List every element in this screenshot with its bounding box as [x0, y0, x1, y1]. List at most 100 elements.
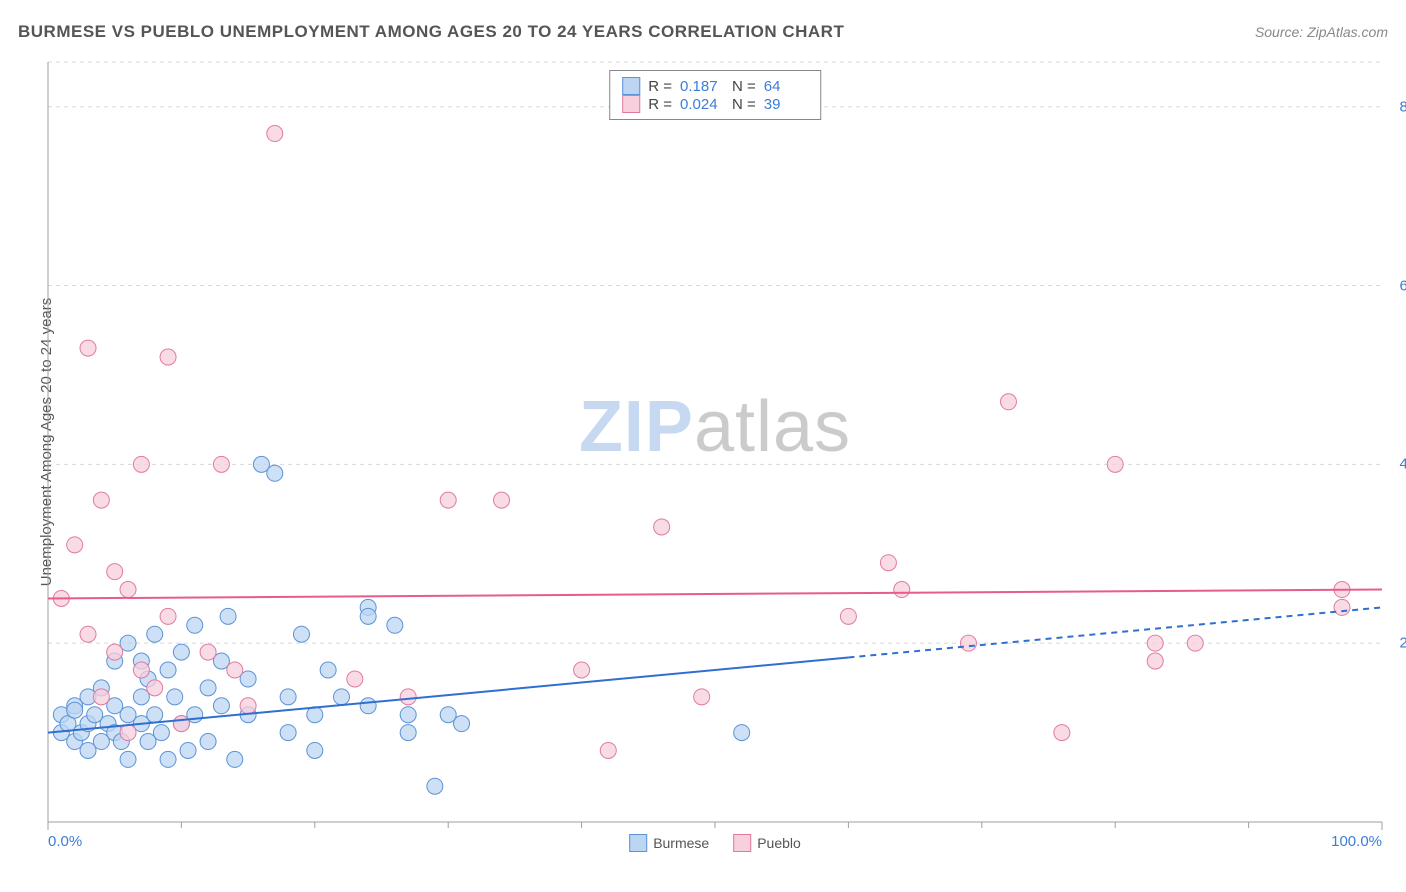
data-point [960, 635, 976, 651]
data-point [200, 734, 216, 750]
data-point [307, 742, 323, 758]
n-label: N = [732, 96, 756, 113]
data-point [360, 698, 376, 714]
data-point [360, 608, 376, 624]
data-point [120, 582, 136, 598]
stats-legend: R = 0.187 N = 64 R = 0.024 N = 39 [609, 70, 821, 120]
data-point [1147, 653, 1163, 669]
trend-line [48, 590, 1382, 599]
chart-title: BURMESE VS PUEBLO UNEMPLOYMENT AMONG AGE… [18, 22, 844, 42]
data-point [160, 349, 176, 365]
data-point [574, 662, 590, 678]
data-point [267, 465, 283, 481]
data-point [387, 617, 403, 633]
data-point [454, 716, 470, 732]
series-legend: Burmese Pueblo [629, 834, 801, 852]
legend-item: Pueblo [733, 834, 801, 852]
data-point [107, 564, 123, 580]
data-point [427, 778, 443, 794]
data-point [160, 662, 176, 678]
data-point [160, 751, 176, 767]
data-point [320, 662, 336, 678]
data-point [173, 644, 189, 660]
data-point [67, 537, 83, 553]
data-point [80, 340, 96, 356]
data-point [400, 725, 416, 741]
source-attribution: Source: ZipAtlas.com [1255, 24, 1388, 40]
header: BURMESE VS PUEBLO UNEMPLOYMENT AMONG AGE… [18, 22, 1388, 42]
data-point [173, 716, 189, 732]
x-tick-label: 0.0% [48, 833, 82, 850]
data-point [840, 608, 856, 624]
n-label: N = [732, 78, 756, 95]
y-tick-label: 60.0% [1399, 277, 1406, 294]
data-point [1000, 394, 1016, 410]
data-point [147, 707, 163, 723]
legend-swatch [622, 77, 640, 95]
data-point [1187, 635, 1203, 651]
data-point [133, 662, 149, 678]
data-point [93, 689, 109, 705]
data-point [654, 519, 670, 535]
n-value: 64 [764, 78, 808, 95]
data-point [120, 751, 136, 767]
data-point [93, 492, 109, 508]
n-value: 39 [764, 96, 808, 113]
data-point [160, 608, 176, 624]
data-point [280, 725, 296, 741]
data-point [120, 725, 136, 741]
data-point [400, 707, 416, 723]
data-point [200, 644, 216, 660]
data-point [1147, 635, 1163, 651]
trend-line-extrapolated [848, 607, 1382, 657]
stats-legend-row: R = 0.024 N = 39 [622, 95, 808, 113]
data-point [600, 742, 616, 758]
stats-legend-row: R = 0.187 N = 64 [622, 77, 808, 95]
data-point [280, 689, 296, 705]
data-point [167, 689, 183, 705]
legend-swatch [622, 95, 640, 113]
data-point [220, 608, 236, 624]
legend-swatch [629, 834, 647, 852]
data-point [147, 680, 163, 696]
data-point [880, 555, 896, 571]
data-point [227, 751, 243, 767]
data-point [133, 456, 149, 472]
legend-label: Pueblo [757, 835, 801, 851]
data-point [400, 689, 416, 705]
y-tick-label: 80.0% [1399, 98, 1406, 115]
y-tick-label: 40.0% [1399, 456, 1406, 473]
data-point [440, 492, 456, 508]
data-point [1334, 599, 1350, 615]
r-value: 0.024 [680, 96, 724, 113]
data-point [187, 617, 203, 633]
plot-svg [48, 62, 1382, 822]
data-point [80, 626, 96, 642]
data-point [293, 626, 309, 642]
data-point [347, 671, 363, 687]
data-point [67, 702, 83, 718]
data-point [180, 742, 196, 758]
data-point [694, 689, 710, 705]
data-point [307, 707, 323, 723]
data-point [213, 698, 229, 714]
data-point [227, 662, 243, 678]
x-tick-label: 100.0% [1331, 833, 1382, 850]
data-point [494, 492, 510, 508]
r-value: 0.187 [680, 78, 724, 95]
r-label: R = [648, 78, 672, 95]
legend-swatch [733, 834, 751, 852]
y-tick-label: 20.0% [1399, 635, 1406, 652]
data-point [333, 689, 349, 705]
legend-label: Burmese [653, 835, 709, 851]
scatter-chart: Unemployment Among Ages 20 to 24 years Z… [48, 62, 1382, 822]
data-point [894, 582, 910, 598]
data-point [734, 725, 750, 741]
data-point [267, 126, 283, 142]
data-point [1107, 456, 1123, 472]
data-point [213, 456, 229, 472]
legend-item: Burmese [629, 834, 709, 852]
r-label: R = [648, 96, 672, 113]
data-point [1054, 725, 1070, 741]
data-point [240, 698, 256, 714]
